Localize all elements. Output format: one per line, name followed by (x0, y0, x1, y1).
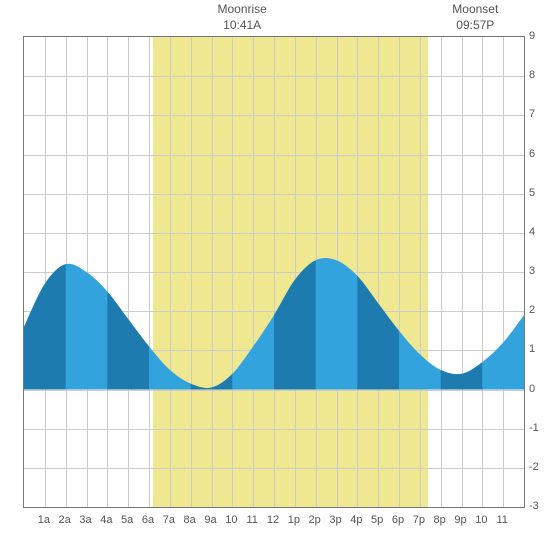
tide-curve (24, 37, 524, 507)
header-moonset-label: Moonset (452, 2, 498, 18)
x-tick-label: 8p (434, 514, 446, 526)
x-tick-label: 4p (350, 514, 362, 526)
x-tick-label: 6a (142, 514, 154, 526)
x-tick-label: 6p (392, 514, 404, 526)
x-tick-label: 9a (204, 514, 216, 526)
y-tick-label: 5 (529, 187, 535, 199)
y-tick-label: 7 (529, 108, 535, 120)
y-tick-label: -1 (529, 422, 539, 434)
y-tick-label: -2 (529, 461, 539, 473)
x-tick-label: 10 (475, 514, 487, 526)
x-tick-label: 2p (309, 514, 321, 526)
x-tick-label: 11 (496, 514, 507, 526)
y-tick-label: 2 (529, 304, 535, 316)
x-tick-label: 4a (100, 514, 112, 526)
y-tick-label: 9 (529, 30, 535, 42)
header-moonrise: Moonrise10:41A (218, 2, 267, 33)
header-moonset-time: 09:57P (452, 18, 498, 34)
y-tick-label: 0 (529, 383, 535, 395)
x-tick-label: 8a (184, 514, 196, 526)
tide-moon-chart: Moonrise10:41A Moonset09:57P 1a 2a 3a 4a 5a 6a 7… (0, 0, 550, 550)
y-tick-label: 3 (529, 265, 535, 277)
x-tick-label: 11 (246, 514, 257, 526)
x-tick-label: 9p (454, 514, 466, 526)
x-tick-label: 7a (163, 514, 175, 526)
header-moonrise-label: Moonrise (218, 2, 267, 18)
x-tick-label: 5a (121, 514, 133, 526)
y-tick-label: 8 (529, 69, 535, 81)
header-moonset: Moonset09:57P (452, 2, 498, 33)
y-tick-label: -3 (529, 500, 539, 512)
x-tick-label: 1p (288, 514, 300, 526)
y-tick-label: 1 (529, 343, 535, 355)
x-tick-label: 12 (267, 514, 279, 526)
plot-area (23, 36, 525, 508)
x-tick-label: 3a (79, 514, 91, 526)
x-tick-label: 1a (38, 514, 50, 526)
y-tick-label: 4 (529, 226, 535, 238)
header-moonrise-time: 10:41A (218, 18, 267, 34)
x-tick-label: 3p (329, 514, 341, 526)
x-tick-label: 5p (371, 514, 383, 526)
x-tick-label: 2a (59, 514, 71, 526)
x-tick-label: 7p (413, 514, 425, 526)
x-tick-label: 10 (225, 514, 237, 526)
y-tick-label: 6 (529, 148, 535, 160)
